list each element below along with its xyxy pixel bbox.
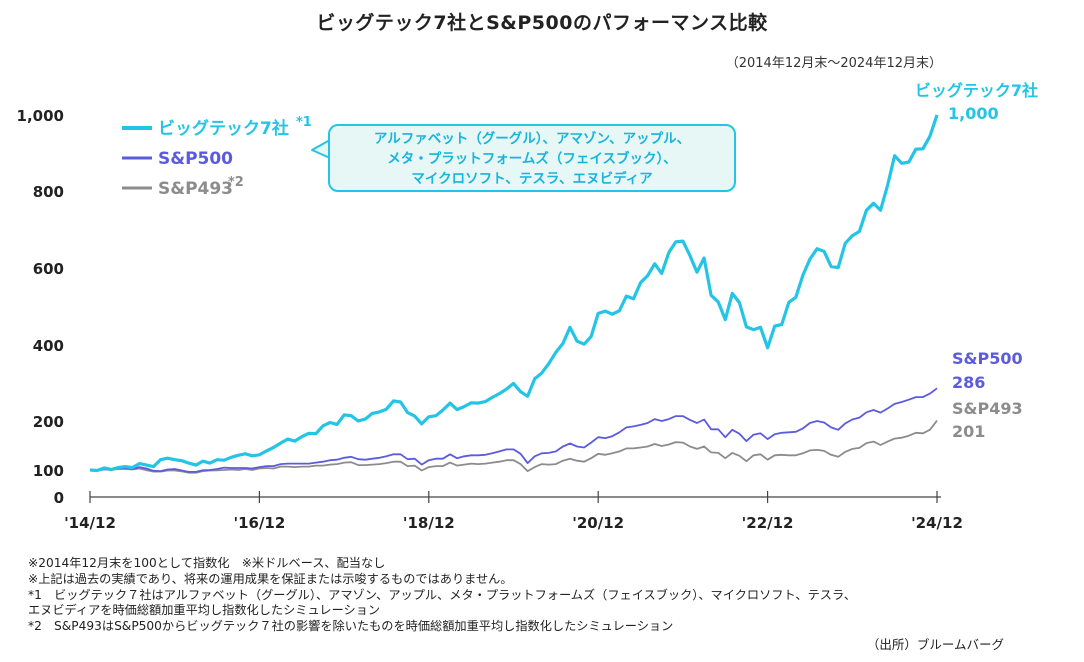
footnote: *1 ビッグテック７社はアルファベット（グーグル）、アマゾン、アップル、メタ・プ… [28, 587, 857, 602]
chart-title: ビッグテック7社とS&P500のパフォーマンス比較 [316, 12, 768, 34]
x-tick-label: '22/12 [742, 514, 794, 532]
period-note: （2014年12月末〜2024年12月末） [725, 56, 942, 71]
footnotes: ※2014年12月末を100として指数化 ※米ドルベース、配当なし ※上記は過去… [28, 556, 856, 635]
y-tick-label: 800 [33, 183, 64, 201]
x-tick-label: '18/12 [403, 514, 455, 532]
x-tick-label: '24/12 [911, 514, 963, 532]
legend-footnote-mark: *1 [296, 115, 312, 130]
series-line-sp500 [89, 387, 938, 473]
callout-line: マイクロソフト、テスラ、エヌビディア [411, 171, 653, 187]
footnote: ※2014年12月末を100として指数化 ※米ドルベース、配当なし [28, 556, 386, 570]
end-label-sp500: S&P500 [952, 349, 1023, 368]
y-tick-label: 0 [54, 489, 64, 507]
end-value-sp493: 201 [952, 422, 985, 441]
y-tick-label: 400 [33, 337, 64, 355]
legend-label: S&P493 [158, 179, 233, 199]
callout-line: メタ・プラットフォームズ（フェイスブック）、 [387, 151, 677, 167]
footnote: ※上記は過去の実績であり、将来の運用成果を保証または示唆するものではありません。 [28, 571, 513, 586]
footnote: *2 S&P493はS&P500からビッグテック７社の影響を除いたものを時価総額… [28, 619, 674, 634]
series-line-bigtech [89, 114, 939, 473]
y-tick-label: 200 [33, 413, 64, 431]
y-tick-label: 600 [33, 260, 64, 278]
series-line-sp493 [89, 420, 938, 474]
source-note: （出所）ブルームバーグ [866, 637, 1004, 652]
y-tick-label: 1,000 [17, 107, 64, 125]
legend-label: ビッグテック7社 [158, 118, 289, 139]
end-label-sp493: S&P493 [952, 399, 1023, 418]
callout-line: アルファベット（グーグル）、アマゾン、アップル、 [373, 131, 691, 147]
end-value-bigtech: 1,000 [948, 104, 999, 123]
y-tick-label: 100 [33, 462, 64, 480]
x-tick-label: '14/12 [64, 514, 116, 532]
x-tick-label: '20/12 [572, 514, 624, 532]
bigtech-callout-box: アルファベット（グーグル）、アマゾン、アップル、 メタ・プラットフォームズ（フェ… [328, 124, 736, 192]
end-label-bigtech: ビッグテック7社 [915, 81, 1038, 100]
x-tick-label: '16/12 [233, 514, 285, 532]
legend-label: S&P500 [158, 149, 233, 169]
footnote: エヌビディアを時価総額加重平均し指数化したシミュレーション [28, 603, 381, 618]
legend-footnote-mark: *2 [228, 175, 244, 190]
end-value-sp500: 286 [952, 373, 985, 392]
